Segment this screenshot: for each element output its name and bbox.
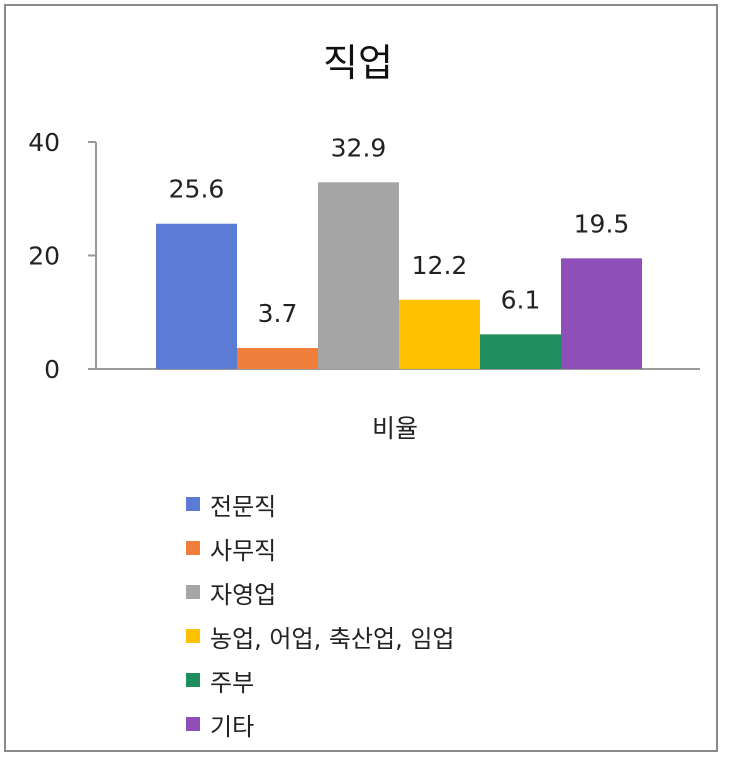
legend-item: 농업, 어업, 축산업, 임업 — [186, 614, 455, 658]
legend-item: 주부 — [186, 658, 455, 702]
legend-swatch — [186, 717, 200, 731]
legend-swatch — [186, 541, 200, 555]
bar-chart: 직업 0 20 40 25.6 3.7 32.9 12.2 6.1 19.5 비율 — [28, 41, 700, 443]
bar — [318, 182, 399, 369]
legend-swatch — [186, 673, 200, 687]
chart-frame — [4, 4, 718, 752]
y-tick-label: 0 — [44, 355, 60, 384]
data-label: 25.6 — [169, 175, 225, 204]
y-tick-label: 20 — [28, 242, 60, 271]
legend-label: 주부 — [210, 668, 255, 697]
y-tick-label: 40 — [28, 128, 60, 157]
legend-swatch — [186, 585, 200, 599]
legend-label: 전문직 — [210, 492, 277, 521]
data-label: 12.2 — [412, 251, 468, 280]
x-axis-label: 비율 — [372, 414, 418, 443]
bar — [480, 334, 561, 369]
data-labels: 25.6 3.7 32.9 12.2 6.1 19.5 — [169, 133, 630, 328]
bar — [237, 348, 318, 369]
data-label: 19.5 — [574, 209, 630, 238]
legend-item: 기타 — [186, 702, 455, 746]
legend-label: 기타 — [210, 712, 255, 741]
legend-label: 자영업 — [210, 580, 277, 609]
chart-title: 직업 — [323, 41, 393, 85]
legend-swatch — [186, 497, 200, 511]
legend-label: 농업, 어업, 축산업, 임업 — [210, 624, 455, 653]
bar — [156, 223, 237, 369]
data-label: 32.9 — [331, 133, 387, 162]
legend-label: 사무직 — [210, 536, 277, 565]
bar — [561, 258, 642, 369]
legend-swatch — [186, 629, 200, 643]
bars — [156, 182, 642, 369]
data-label: 6.1 — [501, 285, 541, 314]
legend-item: 자영업 — [186, 570, 455, 614]
legend-item: 전문직 — [186, 482, 455, 526]
bar — [399, 299, 480, 369]
legend-item: 사무직 — [186, 526, 455, 570]
data-label: 3.7 — [258, 299, 298, 328]
